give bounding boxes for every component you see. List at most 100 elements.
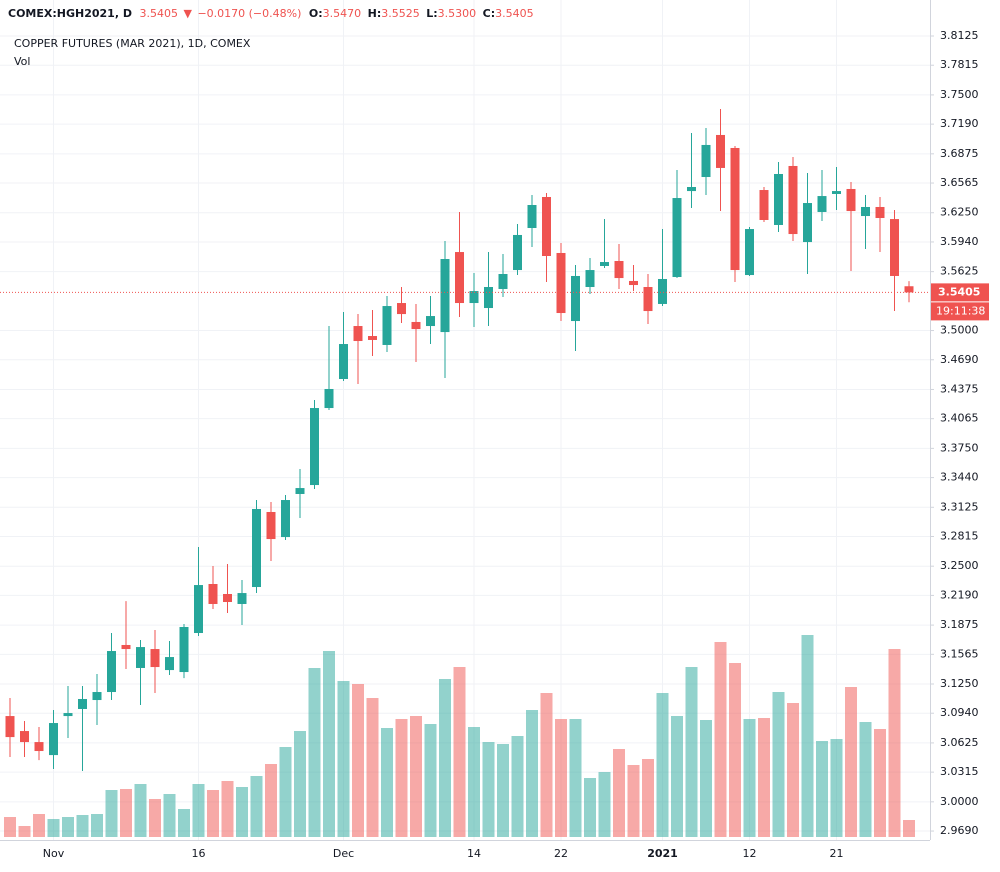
volume-bar — [337, 681, 350, 837]
volume-bar — [526, 710, 538, 837]
volume-bar — [265, 764, 277, 837]
candle-body — [890, 219, 899, 276]
candle-body — [136, 647, 145, 668]
candle-body — [832, 191, 841, 194]
y-tick-label: 3.7500 — [940, 88, 979, 101]
y-tick-label: 3.4375 — [940, 382, 979, 395]
y-tick-label: 3.2190 — [940, 588, 979, 601]
volume-pane — [4, 635, 915, 837]
volume-bar — [642, 759, 654, 837]
candle-body — [730, 147, 740, 271]
candle-body — [179, 626, 189, 673]
candle-body — [440, 259, 450, 333]
volume-bar — [163, 794, 176, 837]
candle-body — [774, 173, 783, 225]
header: COMEX:HGH2021, D 3.5405 ▼ −0.0170 (−0.48… — [8, 7, 534, 20]
candle-body — [600, 262, 609, 266]
volume-bar — [279, 747, 292, 837]
volume-bar — [627, 765, 640, 837]
volume-bar — [584, 778, 596, 837]
volume-bar — [656, 693, 669, 837]
candle-body — [701, 144, 711, 178]
open: 3.5470 — [323, 7, 362, 20]
y-tick-label: 3.7190 — [940, 117, 979, 130]
y-tick-label: 3.3440 — [940, 471, 979, 484]
candle-body — [208, 584, 218, 604]
volume-bar — [134, 784, 147, 837]
x-tick-label: Nov — [43, 847, 65, 860]
candle-body — [904, 286, 914, 293]
y-tick-label: 3.5625 — [940, 265, 979, 278]
last: 3.5405 — [139, 7, 178, 20]
candle-body — [397, 303, 406, 315]
x-tick-label: 16 — [192, 847, 206, 860]
chart-title: COPPER FUTURES (MAR 2021), 1D, COMEX — [14, 37, 251, 50]
l-label: L: — [426, 7, 437, 20]
volume-bar — [453, 667, 466, 837]
candle-body — [571, 275, 580, 322]
volume-bar — [4, 817, 16, 837]
volume-bar — [497, 744, 509, 837]
volume-bar — [323, 651, 335, 837]
volume-bar — [888, 649, 901, 837]
volume-bar — [76, 815, 89, 837]
candle-body — [716, 134, 725, 168]
candle-body — [585, 270, 595, 288]
y-tick-label: 2.9690 — [940, 824, 979, 837]
volume-bar — [62, 817, 74, 837]
x-tick-label: Dec — [333, 847, 354, 860]
volume-bar — [569, 719, 582, 837]
volume-bar — [787, 703, 799, 837]
y-tick-label: 3.6250 — [940, 206, 979, 219]
y-tick-label: 3.4065 — [940, 412, 979, 425]
volume-bar — [801, 635, 814, 837]
y-tick-label: 3.3125 — [940, 500, 979, 513]
close: 3.5405 — [495, 7, 534, 20]
candle-body — [542, 196, 551, 256]
candle-body — [353, 326, 363, 342]
y-tick-label: 3.0625 — [940, 736, 979, 749]
candle-body — [687, 187, 696, 192]
candle-body — [455, 252, 464, 304]
candle-body — [469, 291, 479, 304]
volume-bar — [729, 663, 741, 837]
candle-body — [629, 280, 638, 286]
volume-bar — [540, 693, 553, 837]
countdown-tag — [931, 302, 989, 321]
y-tick-label: 3.0000 — [940, 795, 979, 808]
y-tick-label: 3.0940 — [940, 706, 979, 719]
volume-bar — [250, 776, 263, 837]
y-tick-label: 3.8125 — [940, 29, 979, 42]
x-tick-label: 21 — [830, 847, 844, 860]
candle-body — [745, 229, 754, 276]
y-tick-label: 3.5000 — [940, 324, 979, 337]
candle-body — [426, 316, 435, 327]
last-price-label: 3.5405 — [938, 285, 980, 298]
volume-bar — [47, 819, 60, 837]
volume-bar — [772, 692, 785, 837]
volume-bar — [555, 719, 567, 837]
countdown: 19:11:38 — [936, 304, 985, 317]
candle-body — [527, 205, 537, 229]
candle-body — [672, 198, 682, 278]
candle-body — [237, 593, 247, 604]
candle-body — [846, 188, 856, 212]
volume-bar — [120, 789, 132, 837]
candle-body — [861, 206, 870, 217]
candle-body — [49, 723, 58, 756]
volume-bar — [366, 698, 379, 837]
volume-bar — [859, 722, 872, 837]
volume-bar — [149, 799, 161, 837]
arrow: ▼ — [183, 7, 192, 20]
candle-body — [411, 321, 421, 330]
volume-bar — [192, 784, 205, 837]
volume-bar — [352, 684, 364, 837]
volume-bar — [395, 719, 408, 837]
volume-bar — [207, 790, 219, 837]
volume-bar — [685, 667, 698, 837]
candle-body — [295, 488, 305, 494]
candle-body — [107, 651, 116, 693]
candle-body — [658, 278, 667, 304]
candle-body — [20, 731, 29, 743]
candle-body — [513, 234, 522, 271]
